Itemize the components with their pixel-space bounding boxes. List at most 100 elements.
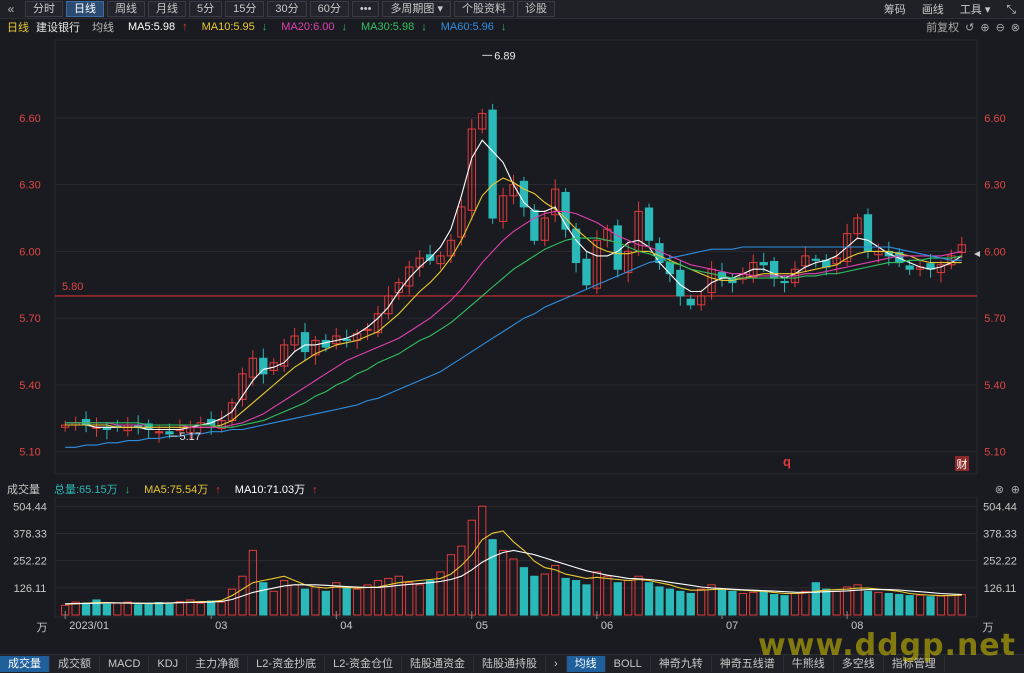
indicator-tab-5[interactable]: L2-资金抄底 (248, 656, 326, 672)
indicator-tab-10[interactable]: 均线 (566, 656, 606, 672)
indicator-tab-16[interactable]: 指标管理 (884, 656, 945, 672)
volume-bar (425, 580, 435, 616)
ma-line-ma30 (65, 237, 962, 428)
volume-bar (238, 575, 247, 616)
indicator-tab-1[interactable]: 成交额 (50, 656, 100, 672)
indicator-tab-7[interactable]: 陆股通资金 (402, 656, 474, 672)
candle-body (571, 228, 581, 264)
kline-svg[interactable]: 6.60 6.60 6.30 6.30 6.00 6.00 5.70 5.70 5.40 5.40… (0, 36, 1024, 476)
indicator-tab-9[interactable]: › (546, 656, 567, 672)
period-button-group: 分时 日线 周线 月线 5分 15分 30分 60分 ••• (22, 1, 380, 17)
draw-line-button[interactable]: 画线 (921, 4, 944, 16)
y-tick-left: 5.70 (19, 313, 40, 325)
volume-y-tick-right: 126.11 (984, 583, 1017, 595)
volume-bar (749, 591, 758, 616)
volume-y-tick-left: 252.22 (13, 556, 47, 568)
volume-bar (227, 588, 237, 616)
diagnose-button[interactable]: 诊股 (517, 1, 556, 17)
volume-bar (540, 573, 549, 616)
avg-label[interactable]: 均线 (92, 22, 114, 34)
period-button-1[interactable]: 日线 (66, 1, 104, 17)
volume-bar (571, 580, 581, 616)
volume-bar (321, 590, 330, 616)
period-button-2[interactable]: 周线 (107, 1, 145, 17)
volume-bar (728, 590, 737, 616)
collapse-left-icon[interactable]: « (7, 2, 15, 16)
indicator-tab-13[interactable]: 神奇五线谱 (712, 656, 784, 672)
multi-period-dropdown[interactable]: 多周期图 ▾ (382, 1, 452, 17)
close-icon[interactable]: ⊗ (1010, 21, 1020, 34)
x-tick-label: 06 (601, 620, 613, 632)
indicator-tab-0[interactable]: 成交量 (0, 656, 50, 672)
period-button-0[interactable]: 分时 (25, 1, 63, 17)
ma30-arrow: ↓ (421, 21, 427, 33)
volume-bar (279, 580, 289, 616)
candle-body (436, 255, 445, 265)
indicator-tab-6[interactable]: L2-资金仓位 (325, 656, 402, 672)
candle-body (457, 206, 466, 238)
kline-chart[interactable]: 6.60 6.60 6.30 6.30 6.00 6.00 5.70 5.70 5.40 5.40… (0, 36, 1024, 476)
volume-bar (832, 590, 841, 616)
volume-bar (405, 582, 414, 616)
volume-ma5-arrow: ↑ (215, 484, 221, 496)
candle-body (290, 335, 299, 346)
volume-settings-icon[interactable]: ⊕ (1010, 483, 1020, 496)
candle-body (936, 264, 946, 274)
indicator-tab-4[interactable]: 主力净额 (187, 656, 249, 672)
period-toolbar: « 分时 日线 周线 月线 5分 15分 30分 60分 ••• 多周期图 ▾ 个股资料 诊股 … (0, 0, 1024, 19)
period-button-6[interactable]: 30分 (267, 1, 307, 17)
volume-bar (457, 545, 466, 616)
volume-bar (530, 575, 539, 616)
candle-body (832, 257, 841, 265)
chips-button[interactable]: 筹码 (883, 4, 906, 16)
period-button-7[interactable]: 60分 (309, 1, 349, 17)
stock-info-button[interactable]: 个股资料 (454, 1, 515, 17)
volume-bar (269, 590, 278, 616)
zoom-in-icon[interactable]: ⊕ (980, 21, 990, 34)
candle-body (540, 217, 549, 241)
tools-dropdown[interactable]: 工具 ▾ (959, 4, 991, 16)
indicator-tab-2[interactable]: MACD (100, 656, 150, 672)
candle-body (248, 357, 258, 378)
candle-body (644, 207, 654, 241)
y-tick-right: 6.00 (984, 246, 1005, 258)
period-button-3[interactable]: 月线 (148, 1, 186, 17)
undo-icon[interactable]: ↺ (965, 21, 975, 34)
volume-chart[interactable]: 504.44 504.44 378.33 378.33 252.22 252.22 126.… (0, 496, 1024, 637)
volume-bar (415, 584, 424, 616)
candle-body (863, 214, 873, 252)
indicator-tab-3[interactable]: KDJ (149, 656, 188, 672)
volume-bar (144, 603, 153, 616)
candle-body (478, 112, 487, 130)
volume-bar (134, 604, 143, 616)
volume-svg[interactable]: 504.44 504.44 378.33 378.33 252.22 252.22 126.… (0, 496, 1024, 654)
indicator-tab-11[interactable]: BOLL (606, 656, 651, 672)
candle-body (853, 217, 862, 235)
volume-y-tick-right: 378.33 (983, 529, 1017, 541)
volume-y-tick-left: 378.33 (13, 529, 47, 541)
volume-bar (363, 584, 372, 616)
indicator-tab-14[interactable]: 牛熊线 (784, 656, 834, 672)
ma20-text: MA20:6.00 (281, 21, 335, 33)
volume-bar (509, 558, 518, 616)
volume-bar (217, 601, 226, 616)
zoom-out-icon[interactable]: ⊖ (995, 21, 1005, 34)
period-button-8[interactable]: ••• (351, 1, 380, 17)
adjust-button[interactable]: 前复权 (926, 22, 960, 34)
indicator-tab-8[interactable]: 陆股通持股 (474, 656, 546, 672)
period-label: 日线 (7, 22, 29, 34)
compress-arrows-icon[interactable]: ⤡ (1006, 1, 1016, 16)
ma30-value: MA30:5.98 ↓ (354, 21, 427, 33)
ma10-value: MA10:5.95 ↓ (195, 21, 268, 33)
stock-name: 建设银行 (36, 22, 80, 34)
candle-body (311, 339, 320, 356)
period-button-5[interactable]: 15分 (225, 1, 265, 17)
indicator-tab-15[interactable]: 多空线 (834, 656, 884, 672)
plot-frame (54, 39, 978, 475)
indicator-tab-12[interactable]: 神奇九转 (651, 656, 712, 672)
volume-close-icon[interactable]: ⊗ (994, 483, 1004, 496)
volume-bar (811, 582, 820, 616)
period-button-4[interactable]: 5分 (189, 1, 223, 17)
ma60-arrow: ↓ (500, 21, 507, 33)
y-tick-left: 6.30 (19, 180, 40, 192)
